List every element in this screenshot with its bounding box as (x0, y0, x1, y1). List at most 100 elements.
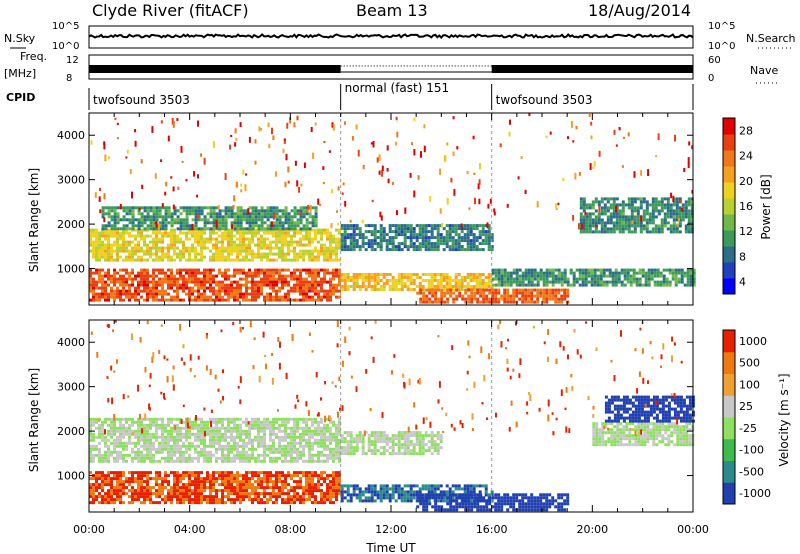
data-cell (164, 231, 167, 235)
data-cell (155, 234, 158, 238)
data-cell (200, 209, 204, 213)
data-cell (113, 295, 116, 299)
data-cell (107, 243, 110, 247)
data-cell (305, 224, 309, 228)
data-cell (152, 246, 155, 250)
data-cell (113, 249, 116, 253)
data-cell (554, 288, 558, 292)
data-cell (352, 239, 356, 243)
data-cell (352, 224, 356, 228)
data-cell (131, 246, 134, 250)
data-cell (406, 236, 410, 240)
data-cell (473, 291, 477, 295)
data-cell (299, 298, 302, 302)
scatter-cell (283, 138, 286, 144)
data-cell (311, 228, 314, 232)
data-cell (299, 206, 303, 210)
data-cell (170, 444, 173, 448)
data-cell (585, 224, 589, 228)
data-cell (636, 224, 640, 228)
data-cell (290, 240, 293, 244)
data-cell (116, 234, 119, 238)
data-cell (215, 243, 218, 247)
data-cell (191, 234, 194, 238)
data-cell (125, 477, 128, 481)
data-cell (320, 246, 323, 250)
data-cell (551, 294, 555, 298)
data-cell (119, 441, 122, 445)
data-cell (284, 218, 288, 222)
data-cell (296, 221, 300, 225)
scatter-cell (557, 202, 560, 206)
data-cell (419, 297, 423, 301)
data-cell (218, 498, 221, 502)
data-cell (107, 221, 111, 225)
data-cell (284, 474, 287, 478)
data-cell (263, 274, 266, 278)
data-cell (430, 227, 434, 231)
data-cell (602, 280, 606, 284)
data-cell (588, 227, 592, 231)
data-cell (554, 291, 558, 295)
data-cell (212, 498, 215, 502)
data-cell (427, 236, 431, 240)
data-cell (278, 489, 281, 493)
data-cell (621, 218, 625, 222)
data-cell (104, 420, 107, 424)
data-cell (385, 279, 389, 282)
data-cell (215, 477, 218, 481)
data-cell (415, 224, 419, 228)
data-cell (110, 486, 113, 490)
scatter-cell (387, 178, 390, 184)
data-cell (239, 218, 243, 222)
data-cell (645, 221, 649, 225)
data-cell (600, 206, 604, 210)
data-cell (170, 417, 173, 421)
data-cell (305, 289, 308, 293)
data-cell (176, 474, 179, 478)
data-cell (494, 291, 498, 295)
data-cell (412, 273, 416, 276)
data-cell (254, 480, 257, 484)
data-cell (122, 237, 125, 241)
data-cell (131, 456, 134, 460)
data-cell (152, 224, 156, 228)
data-cell (119, 435, 122, 439)
data-cell (400, 276, 404, 279)
data-cell (110, 429, 113, 433)
data-cell (95, 480, 98, 484)
data-cell (317, 271, 320, 275)
data-cell (236, 471, 239, 475)
scatter-cell (555, 203, 558, 209)
data-cell (314, 258, 317, 262)
data-cell (394, 230, 398, 234)
data-cell (230, 292, 233, 296)
data-cell (335, 295, 338, 299)
data-cell (122, 501, 125, 505)
data-cell (605, 268, 609, 272)
data-cell (684, 212, 688, 216)
data-cell (245, 480, 248, 484)
data-cell (260, 498, 263, 502)
data-cell (317, 274, 320, 278)
data-cell (113, 426, 116, 430)
data-cell (388, 248, 392, 252)
data-cell (472, 285, 476, 288)
data-cell (669, 215, 673, 219)
data-cell (113, 438, 116, 442)
data-cell (170, 489, 173, 493)
data-cell (443, 300, 447, 304)
data-cell (203, 255, 206, 259)
data-cell (146, 295, 149, 299)
data-cell (293, 286, 296, 290)
data-cell (161, 456, 164, 460)
data-cell (539, 268, 543, 272)
data-cell (678, 212, 682, 216)
data-cell (308, 243, 311, 247)
data-cell (236, 289, 239, 293)
data-cell (257, 286, 260, 290)
data-cell (236, 237, 239, 241)
data-cell (305, 486, 308, 490)
data-cell (281, 471, 284, 475)
data-cell (674, 280, 678, 284)
